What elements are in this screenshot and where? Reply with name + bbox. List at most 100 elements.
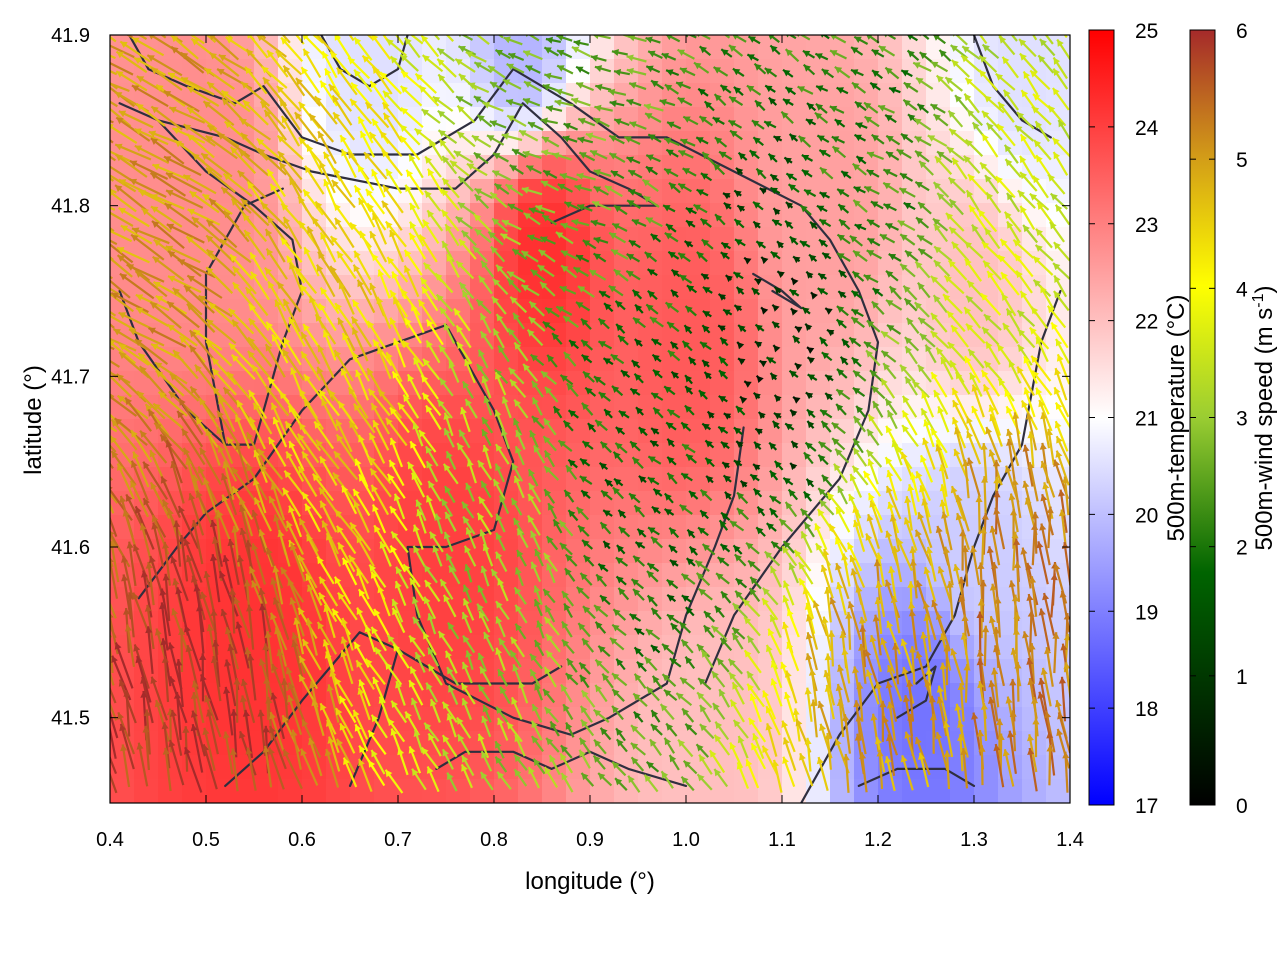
wind-vector: [110, 190, 137, 213]
wind-colorbar: 0 1 2 3 4 5 6 500m-wind speed (m s-1): [1189, 20, 1278, 818]
colorbar-tick-label: 18: [1135, 698, 1158, 721]
colorbar-tick-label: 0: [1236, 795, 1248, 818]
temperature-cell: [590, 779, 615, 803]
x-tick-label: 1.4: [1056, 829, 1084, 851]
temperature-cell: [926, 779, 951, 803]
wind-colorbar-label-sup: -1: [1250, 293, 1267, 307]
wind-vector: [110, 69, 118, 76]
wind-vector: [110, 44, 135, 59]
temperature-cell: [662, 515, 687, 540]
temperature-cell: [950, 107, 975, 132]
temperature-cell: [782, 251, 807, 276]
temperature-cell: [806, 779, 831, 803]
contour-line: [320, 35, 409, 88]
temperature-cell: [1022, 251, 1047, 276]
colorbar-tick-label: 25: [1135, 20, 1158, 43]
temperature-cell: [830, 395, 855, 420]
temperature-cell: [662, 395, 687, 420]
y-axis-label: latitude (°): [20, 365, 47, 475]
colorbar-tick-label: 24: [1135, 117, 1159, 140]
temperature-cell: [470, 779, 495, 803]
wind-vector: [110, 124, 138, 145]
wind-vector: [110, 138, 114, 144]
wind-vector: [114, 642, 134, 689]
temperature-cell: [998, 323, 1023, 348]
temperature-cell: [806, 131, 831, 156]
temperature-cell: [542, 515, 567, 540]
temperature-cell: [206, 35, 231, 60]
wind-vector: [110, 541, 120, 583]
temperature-cell: [950, 467, 975, 492]
temperature-cell: [422, 467, 447, 492]
wind-vector: [110, 229, 133, 243]
temperature-cell: [686, 779, 711, 803]
wind-vector: [110, 502, 115, 514]
wind-vector: [110, 61, 134, 76]
temperature-cell: [902, 707, 927, 732]
temperature-cell: [806, 227, 831, 252]
temperature-cell: [566, 779, 591, 803]
x-tick-label: 0.5: [192, 829, 220, 851]
temperature-cell: [830, 83, 855, 108]
wind-vector: [122, 509, 138, 551]
x-tick-label: 0.8: [480, 829, 508, 851]
wind-vector: [110, 515, 118, 537]
colorbar-tick-label: 3: [1236, 408, 1248, 431]
x-tick-label: 0.9: [576, 829, 604, 851]
temperature-cell: [974, 179, 999, 204]
wind-vector: [110, 165, 132, 182]
wind-vector: [110, 243, 134, 264]
x-tick-label: 1.0: [672, 829, 700, 851]
contour-line: [800, 289, 1062, 803]
x-axis-label: longitude (°): [525, 868, 655, 895]
wind-vector: [110, 337, 137, 352]
colorbar-tick-label: 2: [1236, 537, 1248, 560]
temperature-cell: [350, 227, 375, 252]
temperature-cell: [662, 155, 687, 180]
wind-vector: [110, 701, 118, 721]
temperature-cell: [734, 83, 759, 108]
temperature-cell: [1022, 59, 1047, 84]
temperature-cell: [710, 179, 735, 204]
temperature-cell: [782, 323, 807, 348]
temperature-cell: [206, 635, 231, 660]
wind-vector: [126, 592, 135, 638]
temperature-cell: [662, 179, 687, 204]
wind-vector: [110, 450, 137, 486]
temperature-cell: [854, 131, 879, 156]
temperature-cell: [950, 275, 975, 300]
temperature-cell: [590, 59, 615, 84]
wind-colorbar-label: 500m-wind speed (m s-1): [1250, 286, 1278, 551]
x-tick-label: 0.6: [288, 829, 316, 851]
temperature-cell: [782, 107, 807, 132]
temperature-cell: [614, 35, 639, 60]
temperature-cell: [542, 347, 567, 372]
colorbar-tick-label: 20: [1135, 504, 1158, 527]
temperature-cell: [998, 635, 1023, 660]
temperature-colorbar: 17 18 19 20 21 22 23 24 25 500m-temperature (°C): [1088, 20, 1190, 818]
temperature-cell: [326, 347, 351, 372]
temperature-cell: [590, 35, 615, 60]
colorbar-tick-label: 22: [1135, 311, 1158, 334]
y-tick-label: 41.7: [51, 366, 90, 388]
wind-vector: [110, 255, 114, 261]
temperature-cell: [590, 299, 615, 324]
wind-colorbar-label-end: ): [1251, 286, 1278, 294]
temperature-cell: [950, 611, 975, 636]
temperature-cell: [782, 179, 807, 204]
temperature-cell: [902, 779, 927, 803]
temperature-cell: [758, 299, 783, 324]
temperature-cell: [830, 131, 855, 156]
wind-vector: [110, 150, 131, 163]
colorbar-tick-label: 5: [1236, 149, 1248, 172]
y-tick-label: 41.9: [51, 25, 90, 47]
temperature-cell: [782, 419, 807, 444]
wind-vector: [110, 686, 117, 704]
temperature-cell: [422, 251, 447, 276]
wind-vector: [110, 177, 115, 182]
temperature-cell: [518, 275, 543, 300]
temperature-cell: [614, 515, 639, 540]
temperature-colorbar-label: 500m-temperature (°C): [1163, 294, 1190, 541]
plot-area: [110, 35, 1070, 803]
